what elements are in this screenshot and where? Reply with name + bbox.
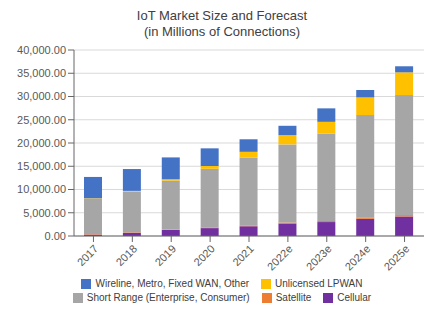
html-text:Short Range (Enterprise, Consu: Short Range (Enterprise, Consumer): [86, 292, 250, 303]
svg-text:2017: 2017: [75, 242, 101, 268]
svg-text:5,000.00: 5,000.00: [23, 207, 66, 219]
svg-text:25,000.00: 25,000.00: [17, 114, 66, 126]
html-text:(in Millions of Connections): (in Millions of Connections): [144, 24, 300, 39]
svg-text:2018: 2018: [113, 242, 139, 268]
svg-text:0.00: 0.00: [45, 230, 66, 242]
html-text:IoT Market Size and Forecast: IoT Market Size and Forecast: [136, 8, 308, 23]
svg-text:15,000.00: 15,000.00: [17, 160, 66, 172]
svg-text:2019: 2019: [152, 242, 178, 268]
svg-text:10,000.00: 10,000.00: [17, 183, 66, 195]
html-text:Wireline, Metro, Fixed WAN, Ot: Wireline, Metro, Fixed WAN, Other: [95, 278, 249, 289]
html-text:Satellite: Satellite: [275, 292, 312, 303]
svg-text:2025e: 2025e: [381, 242, 411, 272]
html-text:Cellular: Cellular: [337, 292, 372, 303]
svg-text:2023e: 2023e: [304, 242, 334, 272]
svg-text:35,000.00: 35,000.00: [17, 67, 66, 79]
svg-text:2021: 2021: [230, 242, 256, 268]
svg-text:40,000.00: 40,000.00: [17, 44, 66, 56]
svg-text:2020: 2020: [191, 242, 217, 268]
svg-text:2024e: 2024e: [342, 242, 372, 272]
svg-text:2022e: 2022e: [265, 242, 295, 272]
svg-text:20,000.00: 20,000.00: [17, 137, 66, 149]
html-text:Unlicensed LPWAN: Unlicensed LPWAN: [275, 278, 363, 289]
svg-text:30,000.00: 30,000.00: [17, 90, 66, 102]
